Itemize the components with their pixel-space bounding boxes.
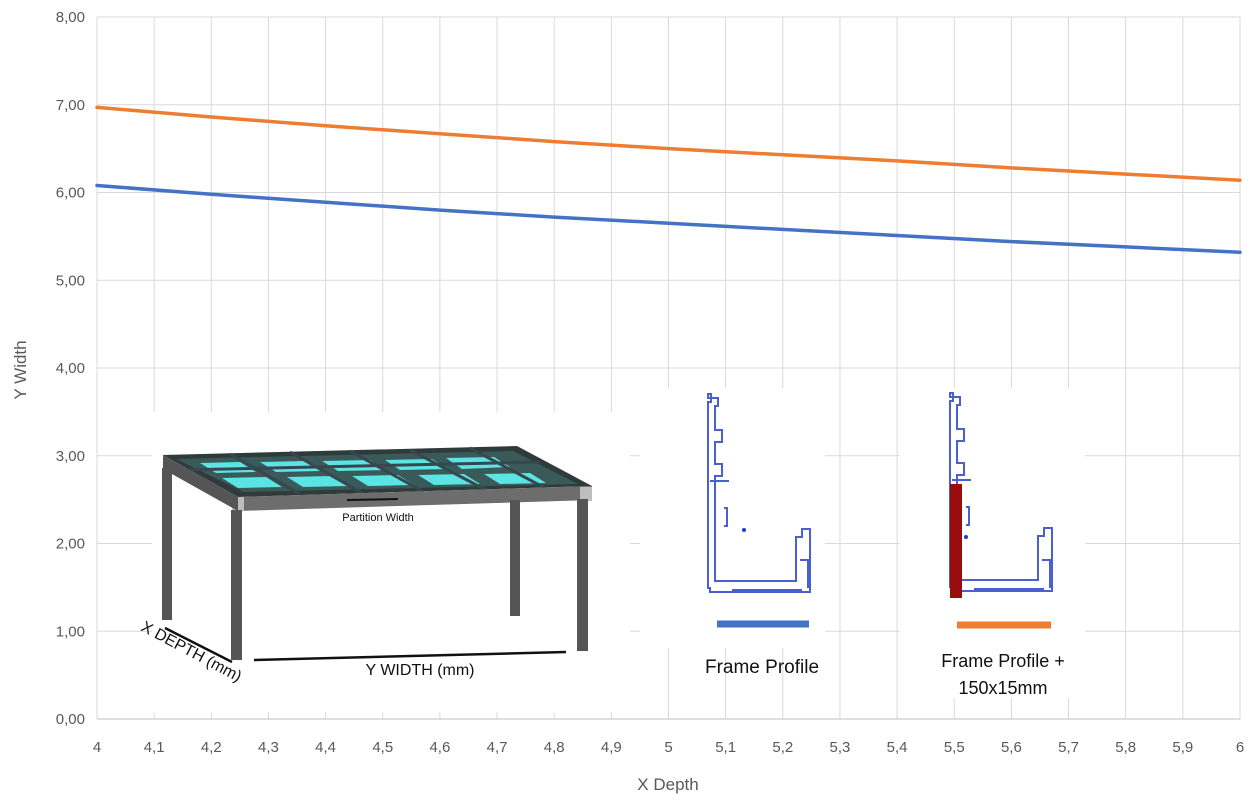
x-tick-label: 5,3: [830, 739, 851, 756]
frame-profile-centroid: [742, 528, 746, 532]
frame-plus-label-line1: Frame Profile +: [941, 651, 1065, 671]
pergola-corner-cap: [580, 487, 592, 501]
frame-plus-outline: [949, 392, 1053, 592]
y-width-dimension-line: [253, 650, 567, 662]
series-line-2: [95, 105, 1242, 182]
x-tick-label: 4,2: [201, 739, 222, 756]
x-tick-labels: 4 4,1 4,2 4,3 4,4 4,5 4,6 4,7 4,8 4,9 5 5,1 5,2 5,3 5,…: [93, 739, 1244, 756]
pergola-post-front-right: [577, 499, 588, 651]
x-tick-label: 5,8: [1115, 739, 1136, 756]
y-axis-title: Y Width: [11, 340, 30, 399]
pergola-post-front-left: [231, 510, 242, 660]
y-tick-label: 0,00: [56, 711, 85, 728]
partition-width-marker: [346, 498, 399, 501]
pergola-left-fascia: [163, 455, 238, 511]
y-tick-label: 4,00: [56, 360, 85, 377]
x-tick-label: 4,3: [258, 739, 279, 756]
x-tick-label: 5,6: [1001, 739, 1022, 756]
x-tick-label: 4,1: [144, 739, 165, 756]
reinforcement-plate: [950, 484, 962, 598]
y-width-label: Y WIDTH (mm): [365, 662, 474, 679]
x-tick-label: 5,1: [715, 739, 736, 756]
x-tick-label: 4,6: [429, 739, 450, 756]
x-tick-label: 6: [1236, 739, 1244, 756]
frame-profile-panel: [640, 388, 825, 648]
frame-plus-label-line2: 150x15mm: [958, 678, 1047, 698]
frame-plus-panel: [900, 388, 1085, 698]
pergola-illustration: Partition Width X DEPTH (mm) Y WIDTH (mm…: [138, 412, 630, 712]
y-tick-labels: 0,00 1,00 2,00 3,00 4,00 5,00 6,00 7,00 8,00: [56, 9, 85, 728]
x-tick-label: 4,9: [601, 739, 622, 756]
x-tick-label: 5,2: [772, 739, 793, 756]
x-tick-label: 4,4: [315, 739, 336, 756]
x-tick-label: 4,8: [544, 739, 565, 756]
x-tick-label: 5: [664, 739, 672, 756]
y-tick-label: 2,00: [56, 536, 85, 553]
x-depth-dimension-line: [164, 626, 233, 664]
frame-profile-outline: [707, 393, 811, 593]
y-tick-label: 5,00: [56, 272, 85, 289]
x-tick-label: 5,7: [1058, 739, 1079, 756]
partition-width-label: Partition Width: [342, 512, 414, 524]
x-tick-label: 5,9: [1172, 739, 1193, 756]
pergola-post-back-left: [162, 468, 172, 620]
series-line-1: [95, 183, 1242, 254]
x-tick-label: 5,5: [944, 739, 965, 756]
series-lines: [95, 105, 1242, 254]
frame-plus-centroid: [964, 535, 968, 539]
y-tick-label: 8,00: [56, 9, 85, 26]
x-tick-label: 4,5: [372, 739, 393, 756]
x-tick-label: 5,4: [887, 739, 908, 756]
pergola-beams: [179, 446, 546, 496]
frame-profile-illustration: Frame Profile: [640, 388, 825, 678]
x-axis-title: X Depth: [637, 775, 698, 794]
y-tick-label: 3,00: [56, 448, 85, 465]
pergola-post-back-right: [510, 500, 520, 616]
x-tick-label: 4: [93, 739, 101, 756]
y-tick-label: 1,00: [56, 623, 85, 640]
y-tick-label: 7,00: [56, 97, 85, 114]
y-tick-label: 6,00: [56, 185, 85, 202]
pergola-front-fascia: [238, 486, 592, 511]
frame-profile-label: Frame Profile: [705, 657, 819, 678]
x-tick-label: 4,7: [487, 739, 508, 756]
frame-plus-illustration: Frame Profile + 150x15mm: [900, 388, 1085, 698]
